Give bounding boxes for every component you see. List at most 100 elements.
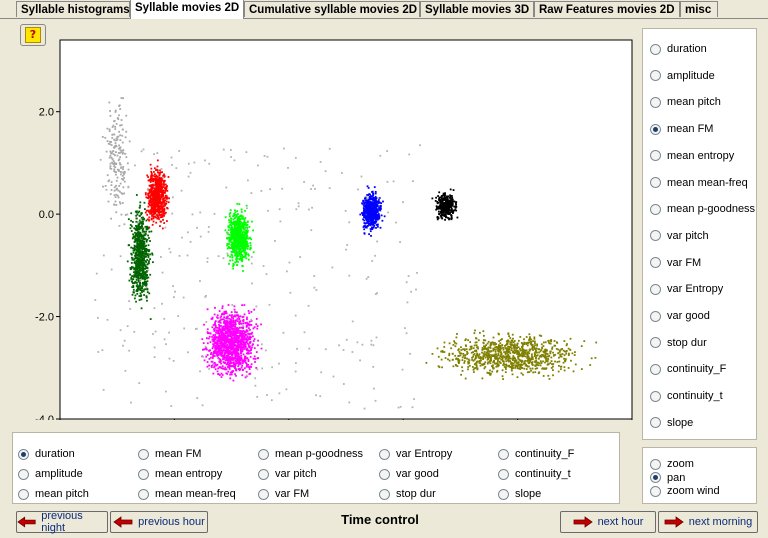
data-point (442, 198, 445, 201)
data-point (486, 362, 489, 365)
data-point (438, 207, 441, 210)
data-point (134, 294, 137, 297)
data-point (471, 358, 474, 361)
data-point (143, 257, 145, 260)
data-point (448, 352, 451, 355)
scatter-chart[interactable]: -2.00.02.04.06.08.02.00.0-2.0-4.0 (0, 20, 640, 420)
data-point (230, 222, 233, 224)
tab-misc[interactable]: misc (680, 1, 718, 17)
data-point (109, 193, 112, 196)
data-point (225, 344, 227, 347)
data-point (145, 227, 148, 230)
data-point (139, 283, 141, 286)
data-point (225, 326, 228, 329)
data-point (436, 201, 439, 203)
data-point (239, 231, 242, 234)
data-point (452, 365, 455, 368)
data-point (368, 210, 371, 213)
data-point (125, 130, 128, 133)
data-point (249, 247, 252, 250)
data-point (135, 220, 138, 223)
data-point (517, 361, 520, 364)
data-point (234, 333, 237, 336)
data-point (471, 366, 474, 368)
data-point (225, 349, 228, 352)
data-point (450, 206, 453, 209)
data-point (221, 313, 223, 316)
data-point (230, 351, 233, 354)
data-point (149, 163, 152, 166)
data-point (223, 349, 226, 351)
data-point (228, 340, 230, 343)
data-point (490, 341, 492, 344)
data-point (156, 176, 159, 178)
data-point (241, 362, 244, 365)
data-point (137, 223, 140, 226)
data-point (168, 197, 170, 200)
data-point (237, 328, 239, 331)
data-point (235, 351, 238, 353)
data-point (226, 329, 229, 332)
data-point (375, 218, 378, 221)
data-point (139, 261, 142, 264)
data-point (139, 289, 142, 292)
data-point (214, 322, 216, 325)
data-point (225, 323, 228, 326)
data-point (164, 196, 167, 199)
data-point (250, 366, 253, 368)
tab-syllable-histograms[interactable]: Syllable histograms (16, 1, 130, 17)
data-point (225, 310, 227, 313)
data-point (565, 344, 568, 347)
data-point (498, 340, 501, 343)
data-point (217, 321, 220, 323)
tab-syllable-movies-3d[interactable]: Syllable movies 3D (420, 1, 534, 17)
data-point (498, 357, 501, 359)
data-point (512, 337, 514, 340)
data-point (534, 360, 536, 363)
data-point (162, 205, 165, 207)
data-point (236, 234, 239, 237)
tab-cumulative-syllable-movies-2d[interactable]: Cumulative syllable movies 2D (244, 1, 420, 17)
data-point (136, 231, 139, 234)
tab-raw-features-movies-2d[interactable]: Raw Features movies 2D (534, 1, 680, 17)
data-point (232, 218, 235, 221)
data-point (150, 197, 153, 200)
data-point (458, 350, 461, 353)
data-point (161, 189, 164, 192)
data-point (229, 239, 232, 242)
data-point (499, 355, 502, 358)
data-point (152, 178, 155, 181)
data-point (437, 210, 440, 213)
data-point (247, 343, 250, 346)
data-point (115, 144, 117, 147)
data-point (374, 192, 377, 195)
data-point (440, 208, 443, 211)
data-point (144, 267, 147, 270)
data-point (225, 339, 228, 342)
data-point (238, 339, 241, 342)
data-point (437, 365, 440, 368)
data-point (140, 267, 143, 270)
data-point (117, 168, 120, 171)
data-point (238, 345, 241, 348)
data-point (120, 192, 123, 194)
help-button[interactable]: ? (20, 24, 46, 46)
data-point (516, 344, 519, 347)
data-point (230, 358, 233, 361)
data-point (371, 228, 374, 231)
tab-syllable-movies-2d[interactable]: Syllable movies 2D (130, 0, 244, 19)
data-point (247, 258, 250, 261)
data-point (440, 358, 443, 361)
data-point (457, 360, 460, 363)
data-point (223, 313, 225, 316)
data-point (137, 228, 140, 231)
data-point (159, 188, 162, 191)
data-point (132, 249, 135, 252)
data-point (535, 361, 538, 363)
data-point (515, 359, 517, 362)
data-point (148, 184, 151, 187)
data-point (550, 360, 553, 363)
data-point (364, 207, 367, 209)
data-point (161, 179, 164, 182)
data-point (163, 187, 166, 190)
